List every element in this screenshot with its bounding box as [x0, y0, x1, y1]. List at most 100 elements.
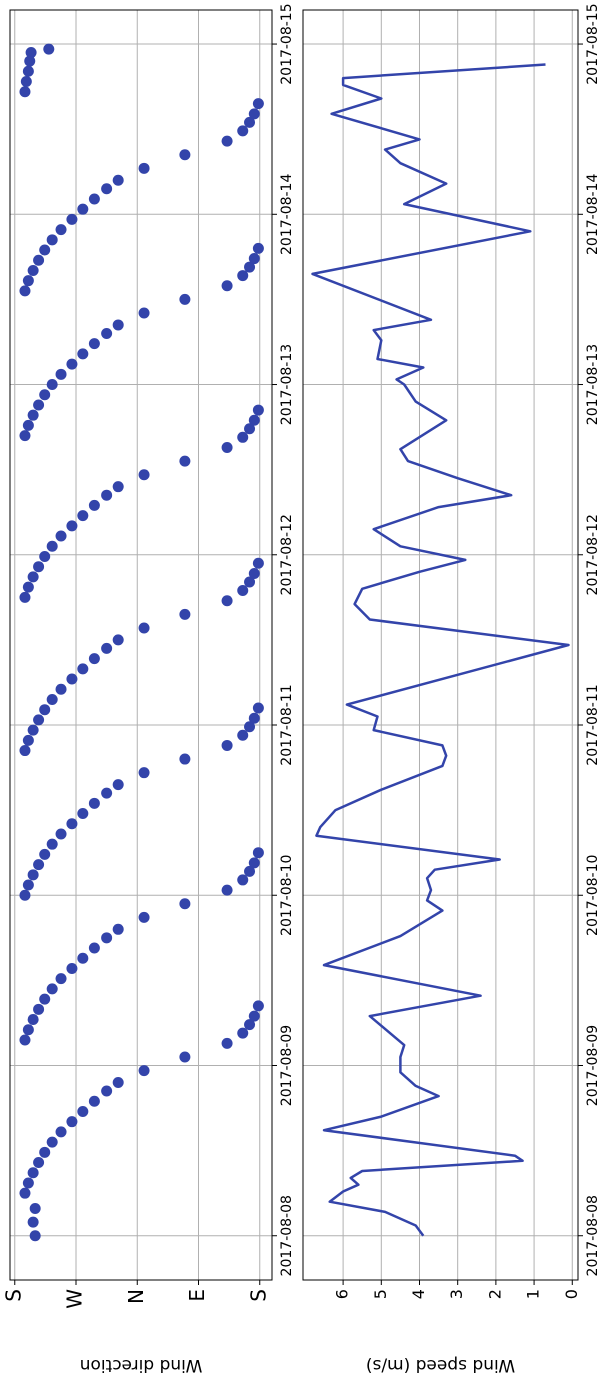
y-tick-label: W [63, 1289, 87, 1309]
data-point [252, 702, 264, 714]
x-tick-label: 2017-08-13 [279, 344, 295, 425]
data-point [88, 653, 100, 665]
y-tick-label: E [185, 1289, 209, 1302]
data-point [237, 585, 249, 597]
data-point [248, 253, 260, 265]
data-point [77, 510, 89, 522]
data-point [112, 481, 124, 493]
y-tick-label: S [1, 1289, 25, 1302]
data-point [179, 293, 191, 305]
data-point [252, 847, 264, 859]
y-tick-label: S [246, 1289, 270, 1302]
y-tick-label: 5 [371, 1289, 390, 1299]
data-point [88, 942, 100, 954]
data-point [244, 576, 256, 588]
data-point [66, 962, 78, 974]
data-point [27, 1014, 39, 1026]
data-point [27, 869, 39, 881]
data-point [179, 455, 191, 467]
data-point [27, 724, 39, 736]
axes-frame [9, 9, 273, 1281]
data-point [112, 319, 124, 331]
data-point [138, 911, 150, 923]
data-point [39, 550, 51, 562]
y-tick-label: 0 [562, 1289, 581, 1299]
data-point [252, 98, 264, 110]
x-tick-label: 2017-08-14 [585, 174, 601, 255]
data-point [88, 499, 100, 511]
x-tick-label: 2017-08-13 [585, 344, 601, 425]
data-point [22, 1177, 34, 1189]
data-point [39, 848, 51, 860]
data-point [66, 213, 78, 225]
data-point [248, 712, 260, 724]
data-point [24, 55, 36, 67]
data-point [237, 431, 249, 443]
x-tick-label: 2017-08-11 [585, 684, 601, 765]
data-point [33, 399, 45, 411]
data-point [19, 889, 31, 901]
data-point [22, 1024, 34, 1036]
data-point [39, 244, 51, 256]
data-point [29, 1230, 41, 1242]
data-point [248, 567, 260, 579]
data-point [179, 149, 191, 161]
data-point [46, 1136, 58, 1148]
data-point [20, 76, 32, 88]
data-point [138, 469, 150, 481]
data-point [112, 779, 124, 791]
data-point [55, 530, 67, 542]
data-point [138, 622, 150, 634]
data-point [112, 923, 124, 935]
data-point [55, 828, 67, 840]
data-point [77, 1105, 89, 1117]
data-point [19, 285, 31, 297]
data-point [46, 234, 58, 246]
x-tick-label: 2017-08-15 [279, 3, 295, 84]
data-point [19, 1034, 31, 1046]
data-point [22, 581, 34, 593]
y-tick-label: 2 [485, 1289, 504, 1299]
data-point [33, 859, 45, 871]
data-point [244, 721, 256, 733]
data-point [33, 561, 45, 573]
data-point [221, 595, 233, 607]
data-point [252, 1000, 264, 1012]
data-point [33, 1157, 45, 1169]
x-tick-label: 2017-08-09 [279, 1025, 295, 1106]
data-point [22, 275, 34, 287]
data-point [46, 540, 58, 552]
data-point [112, 1077, 124, 1089]
data-point [252, 242, 264, 254]
data-point [138, 307, 150, 319]
data-point [22, 419, 34, 431]
data-point [101, 642, 113, 654]
x-tick-label: 2017-08-15 [585, 3, 601, 84]
data-point [19, 430, 31, 442]
data-point [77, 663, 89, 675]
data-point [179, 1051, 191, 1063]
data-point [66, 818, 78, 830]
data-point [27, 1216, 39, 1228]
plot-area [10, 10, 272, 1280]
data-point [27, 571, 39, 583]
data-point [22, 65, 34, 77]
data-point [46, 693, 58, 705]
data-point [221, 1037, 233, 1049]
data-point [221, 280, 233, 292]
data-point [237, 270, 249, 282]
y-tick-label: 3 [447, 1289, 466, 1299]
data-point [46, 983, 58, 995]
data-point [19, 591, 31, 603]
data-point [101, 327, 113, 339]
data-point [138, 162, 150, 174]
y-tick-label: 6 [333, 1289, 352, 1299]
data-point [55, 683, 67, 695]
data-point [33, 1003, 45, 1015]
data-point [252, 557, 264, 569]
data-point [77, 348, 89, 360]
data-point [77, 808, 89, 820]
x-tick-label: 2017-08-12 [585, 514, 601, 595]
